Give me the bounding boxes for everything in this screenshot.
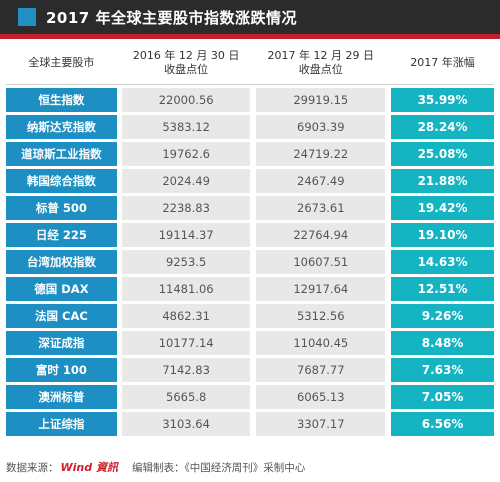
close-2016-value: 2238.83 xyxy=(121,196,251,220)
market-name: 日经 225 xyxy=(6,223,117,247)
page-title: 2017 年全球主要股市指数涨跌情况 xyxy=(46,8,297,27)
close-2017-value: 22764.94 xyxy=(256,223,386,247)
header-close-2016-date: 2016 年 12 月 30 日 xyxy=(132,49,240,62)
table-row: 恒生指数 22000.56 29919.15 35.99% xyxy=(6,88,495,112)
index-table: 全球主要股市 2016 年 12 月 30 日 收盘点位 2017 年 12 月… xyxy=(6,44,495,454)
close-2017-value: 11040.45 xyxy=(256,331,386,355)
header-change-2017-label: 2017 年涨幅 xyxy=(410,56,475,69)
close-2016-value: 22000.56 xyxy=(121,88,251,112)
change-2017-value: 7.63% xyxy=(391,358,495,382)
change-2017-value: 12.51% xyxy=(391,277,495,301)
close-2017-value: 5312.56 xyxy=(256,304,386,328)
close-2016-value: 3103.64 xyxy=(121,412,251,436)
market-name: 德国 DAX xyxy=(6,277,117,301)
change-2017-value: 19.42% xyxy=(391,196,495,220)
change-2017-value: 7.05% xyxy=(391,385,495,409)
change-2017-value: 28.24% xyxy=(391,115,495,139)
close-2017-value: 3307.17 xyxy=(256,412,386,436)
header-market-label: 全球主要股市 xyxy=(28,56,95,69)
close-2017-value: 24719.22 xyxy=(256,142,386,166)
footer: 数据来源： Wind 資訊 编辑制表：《中国经济周刊》采制中心 xyxy=(6,458,305,476)
table-body: 恒生指数 22000.56 29919.15 35.99% 纳斯达克指数 5383.12 6… xyxy=(6,88,495,439)
header-close-2016-label: 收盘点位 xyxy=(164,63,209,76)
change-2017-value: 14.63% xyxy=(391,250,495,274)
header-close-2017-date: 2017 年 12 月 29 日 xyxy=(267,49,375,62)
header-close-2016: 2016 年 12 月 30 日 收盘点位 xyxy=(122,44,251,82)
table-row: 台湾加权指数 9253.5 10607.51 14.63% xyxy=(6,250,495,274)
close-2017-value: 7687.77 xyxy=(256,358,386,382)
change-2017-value: 6.56% xyxy=(391,412,495,436)
close-2016-value: 11481.06 xyxy=(121,277,251,301)
market-name: 恒生指数 xyxy=(6,88,117,112)
table-row: 上证综指 3103.64 3307.17 6.56% xyxy=(6,412,495,436)
change-2017-value: 21.88% xyxy=(391,169,495,193)
table-row: 深证成指 10177.14 11040.45 8.48% xyxy=(6,331,495,355)
table-row: 德国 DAX 11481.06 12917.64 12.51% xyxy=(6,277,495,301)
table-row: 法国 CAC 4862.31 5312.56 9.26% xyxy=(6,304,495,328)
close-2016-value: 19762.6 xyxy=(121,142,251,166)
market-name: 澳洲标普 xyxy=(6,385,117,409)
close-2017-value: 2467.49 xyxy=(256,169,386,193)
change-2017-value: 35.99% xyxy=(391,88,495,112)
wind-logo: Wind 資訊 xyxy=(60,461,118,474)
change-2017-value: 9.26% xyxy=(391,304,495,328)
table-row: 道琼斯工业指数 19762.6 24719.22 25.08% xyxy=(6,142,495,166)
table-row: 富时 100 7142.83 7687.77 7.63% xyxy=(6,358,495,382)
header-divider xyxy=(6,84,494,85)
table-row: 日经 225 19114.37 22764.94 19.10% xyxy=(6,223,495,247)
table-row: 韩国综合指数 2024.49 2467.49 21.88% xyxy=(6,169,495,193)
close-2016-value: 2024.49 xyxy=(121,169,251,193)
change-2017-value: 8.48% xyxy=(391,331,495,355)
header-market: 全球主要股市 xyxy=(6,44,117,82)
table-row: 纳斯达克指数 5383.12 6903.39 28.24% xyxy=(6,115,495,139)
close-2016-value: 9253.5 xyxy=(121,250,251,274)
table-row: 澳洲标普 5665.8 6065.13 7.05% xyxy=(6,385,495,409)
header-close-2017: 2017 年 12 月 29 日 收盘点位 xyxy=(256,44,385,82)
close-2016-value: 4862.31 xyxy=(121,304,251,328)
market-name: 台湾加权指数 xyxy=(6,250,117,274)
market-name: 道琼斯工业指数 xyxy=(6,142,117,166)
close-2017-value: 10607.51 xyxy=(256,250,386,274)
market-name: 韩国综合指数 xyxy=(6,169,117,193)
header-close-2017-label: 收盘点位 xyxy=(298,63,343,76)
change-2017-value: 19.10% xyxy=(391,223,495,247)
title-bar: 2017 年全球主要股市指数涨跌情况 xyxy=(0,0,500,34)
close-2017-value: 6903.39 xyxy=(256,115,386,139)
change-2017-value: 25.08% xyxy=(391,142,495,166)
title-marker xyxy=(18,8,36,26)
market-name: 富时 100 xyxy=(6,358,117,382)
market-name: 深证成指 xyxy=(6,331,117,355)
market-name: 标普 500 xyxy=(6,196,117,220)
close-2016-value: 10177.14 xyxy=(121,331,251,355)
close-2017-value: 6065.13 xyxy=(256,385,386,409)
close-2017-value: 2673.61 xyxy=(256,196,386,220)
market-name: 上证综指 xyxy=(6,412,117,436)
close-2016-value: 7142.83 xyxy=(121,358,251,382)
title-red-rule xyxy=(0,34,500,39)
table-header-row: 全球主要股市 2016 年 12 月 30 日 收盘点位 2017 年 12 月… xyxy=(6,44,494,82)
close-2017-value: 29919.15 xyxy=(256,88,386,112)
market-name: 纳斯达克指数 xyxy=(6,115,117,139)
source-prefix: 数据来源： xyxy=(6,461,59,474)
close-2016-value: 5383.12 xyxy=(121,115,251,139)
close-2017-value: 12917.64 xyxy=(256,277,386,301)
table-row: 标普 500 2238.83 2673.61 19.42% xyxy=(6,196,495,220)
header-change-2017: 2017 年涨幅 xyxy=(391,44,494,82)
close-2016-value: 19114.37 xyxy=(121,223,251,247)
market-name: 法国 CAC xyxy=(6,304,117,328)
editor-credit: 编辑制表：《中国经济周刊》采制中心 xyxy=(131,461,306,474)
close-2016-value: 5665.8 xyxy=(121,385,251,409)
